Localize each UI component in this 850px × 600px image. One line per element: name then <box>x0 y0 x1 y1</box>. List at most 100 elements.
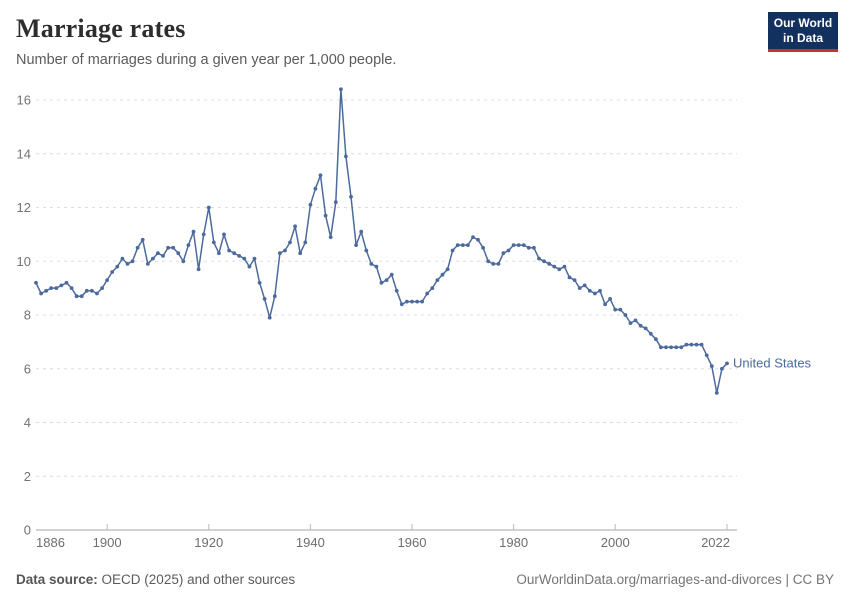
data-point[interactable] <box>471 235 475 240</box>
data-point[interactable] <box>201 232 206 237</box>
data-point[interactable] <box>669 345 673 350</box>
data-point[interactable] <box>105 278 109 282</box>
data-point[interactable] <box>135 245 140 250</box>
data-point[interactable] <box>547 262 552 266</box>
data-point[interactable] <box>217 251 221 256</box>
data-point[interactable] <box>664 345 668 350</box>
data-point[interactable] <box>445 267 450 272</box>
data-point[interactable] <box>39 291 43 296</box>
data-point[interactable] <box>84 288 89 293</box>
data-point[interactable] <box>435 278 440 282</box>
data-point[interactable] <box>278 251 282 256</box>
data-point[interactable] <box>120 256 125 261</box>
data-point[interactable] <box>440 272 445 277</box>
data-point[interactable] <box>69 286 74 290</box>
data-point[interactable] <box>323 213 328 218</box>
data-point[interactable] <box>572 278 577 282</box>
data-point[interactable] <box>476 237 480 242</box>
data-point[interactable] <box>430 286 435 290</box>
data-point[interactable] <box>389 272 394 277</box>
data-point[interactable] <box>648 331 653 336</box>
data-point[interactable] <box>196 267 201 272</box>
attribution-link[interactable]: OurWorldinData.org/marriages-and-divorce… <box>516 572 834 587</box>
owid-logo[interactable]: Our World in Data <box>768 12 838 52</box>
data-point[interactable] <box>633 318 638 323</box>
data-point[interactable] <box>303 240 308 245</box>
data-point[interactable] <box>628 321 633 325</box>
data-point[interactable] <box>293 224 297 229</box>
data-point[interactable] <box>526 245 531 250</box>
data-point[interactable] <box>679 345 684 350</box>
data-point[interactable] <box>237 254 242 258</box>
data-point[interactable] <box>537 256 541 261</box>
data-point[interactable] <box>95 291 99 296</box>
data-point[interactable] <box>587 288 592 293</box>
data-point[interactable] <box>171 245 176 250</box>
data-point[interactable] <box>140 237 145 242</box>
data-point[interactable] <box>288 240 292 245</box>
data-point[interactable] <box>552 264 557 269</box>
data-point[interactable] <box>176 251 181 256</box>
data-point[interactable] <box>34 280 38 285</box>
data-point[interactable] <box>267 315 272 320</box>
data-point[interactable] <box>328 235 333 240</box>
data-point[interactable] <box>191 229 196 234</box>
data-point[interactable] <box>79 294 84 299</box>
data-point[interactable] <box>511 243 516 248</box>
data-point[interactable] <box>486 259 491 264</box>
data-point[interactable] <box>283 248 287 253</box>
data-point[interactable] <box>384 278 389 282</box>
data-point[interactable] <box>74 294 79 299</box>
data-point[interactable] <box>684 342 689 347</box>
data-point[interactable] <box>59 283 64 288</box>
data-point[interactable] <box>466 243 470 248</box>
data-point[interactable] <box>720 366 724 371</box>
data-point[interactable] <box>166 245 171 250</box>
data-point[interactable] <box>252 256 257 261</box>
data-point[interactable] <box>242 256 247 261</box>
data-point[interactable] <box>704 353 709 358</box>
data-point[interactable] <box>410 299 414 304</box>
data-point[interactable] <box>156 251 160 256</box>
data-point[interactable] <box>420 299 424 304</box>
data-point[interactable] <box>603 302 607 307</box>
data-point[interactable] <box>298 251 303 256</box>
data-point[interactable] <box>567 275 572 280</box>
data-point[interactable] <box>725 361 729 366</box>
data-point[interactable] <box>618 307 623 312</box>
data-point[interactable] <box>308 202 313 207</box>
data-point[interactable] <box>598 288 602 293</box>
data-point[interactable] <box>339 87 343 92</box>
data-point[interactable] <box>379 280 384 285</box>
data-point[interactable] <box>562 264 567 269</box>
data-point[interactable] <box>110 270 115 274</box>
data-point[interactable] <box>623 313 628 317</box>
data-point[interactable] <box>247 264 252 269</box>
data-point[interactable] <box>694 342 699 347</box>
data-point[interactable] <box>125 262 130 266</box>
data-point[interactable] <box>272 294 277 299</box>
data-point[interactable] <box>638 323 643 328</box>
data-point[interactable] <box>364 248 369 253</box>
data-point[interactable] <box>115 264 120 269</box>
data-point[interactable] <box>100 286 104 290</box>
data-point[interactable] <box>318 173 323 178</box>
data-point[interactable] <box>399 302 404 307</box>
data-point[interactable] <box>211 240 216 245</box>
data-point[interactable] <box>54 286 59 290</box>
data-point[interactable] <box>654 337 658 342</box>
data-point[interactable] <box>460 243 465 248</box>
data-point[interactable] <box>542 259 546 264</box>
data-point[interactable] <box>349 194 353 199</box>
data-point[interactable] <box>608 297 612 301</box>
data-point[interactable] <box>709 364 714 368</box>
series-end-label[interactable]: United States <box>733 355 812 370</box>
data-point[interactable] <box>262 297 267 301</box>
data-point[interactable] <box>130 259 135 264</box>
data-point[interactable] <box>369 262 374 266</box>
data-point[interactable] <box>405 299 409 304</box>
data-point[interactable] <box>394 288 399 293</box>
data-point[interactable] <box>714 391 719 395</box>
data-point[interactable] <box>425 291 430 296</box>
data-point[interactable] <box>481 245 485 250</box>
